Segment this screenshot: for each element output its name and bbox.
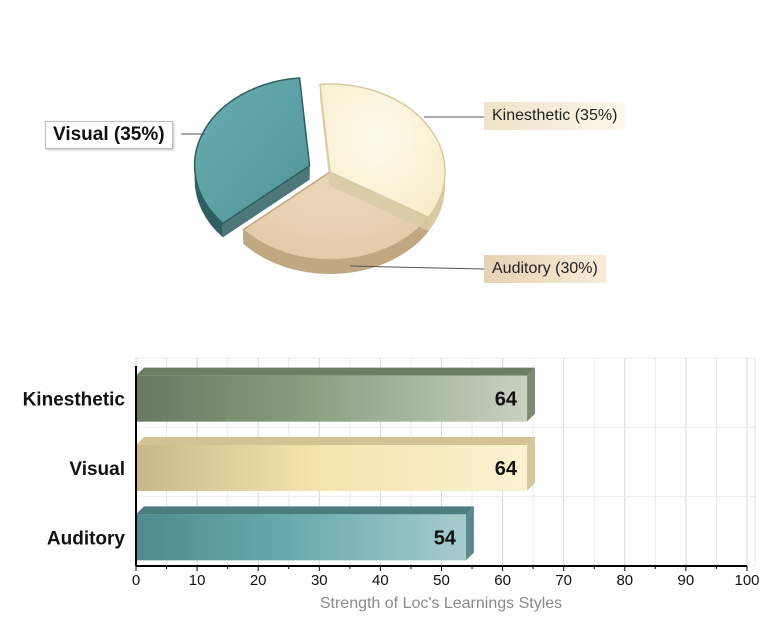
x-tick-label: 10 [189, 572, 206, 589]
x-tick-label: 50 [433, 572, 450, 589]
data-label-kinesthetic: 64 [495, 389, 518, 411]
pie-chart [181, 77, 485, 275]
x-tick-label: 0 [132, 572, 140, 589]
category-label-kinesthetic: Kinesthetic [23, 390, 126, 411]
x-tick-label: 90 [678, 572, 695, 589]
bar-auditory [136, 506, 474, 561]
pie-label-auditory: Auditory (30%) [484, 255, 606, 283]
pie-slice-visual [193, 77, 311, 238]
pie-label-visual: Visual (35%) [45, 121, 173, 149]
x-tick-label: 70 [555, 572, 572, 589]
pie-label-kinesthetic: Kinesthetic (35%) [484, 102, 626, 130]
x-tick-label: 80 [616, 572, 633, 589]
x-tick-label: 20 [250, 572, 267, 589]
x-axis-title: Strength of Loc's Learnings Styles [320, 595, 562, 612]
data-label-auditory: 54 [434, 527, 457, 549]
pie-slice-kinesthetic [319, 83, 446, 232]
x-tick-label: 40 [372, 572, 389, 589]
category-label-visual: Visual [69, 459, 125, 480]
x-tick-label: 60 [494, 572, 511, 589]
leader-line-auditory [349, 265, 485, 270]
bar-kinesthetic [136, 367, 536, 422]
x-tick-label: 30 [311, 572, 328, 589]
data-label-visual: 64 [495, 458, 518, 480]
category-label-auditory: Auditory [47, 528, 126, 549]
x-tick-label: 100 [734, 572, 759, 589]
bar-visual [136, 437, 536, 491]
